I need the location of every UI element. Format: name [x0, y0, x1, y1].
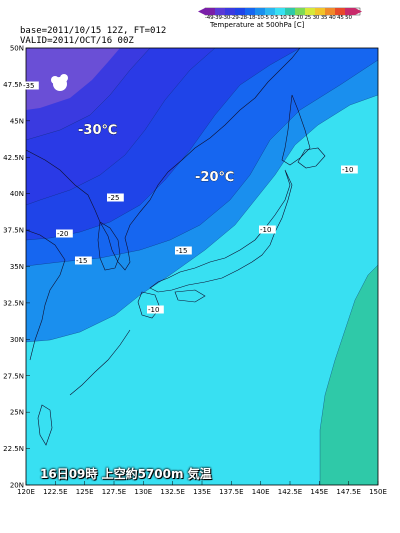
contour-label-15-west: -15 — [76, 257, 87, 265]
lon-tick-label: 125E — [76, 488, 94, 496]
lat-tick-label: 47.5N — [3, 81, 24, 89]
contour-label-10-south: -10 — [148, 306, 159, 314]
colorbar-ticks: -49-39-30-29-28-18-10-5 0 5 10 15 20 25 … — [205, 15, 352, 21]
temperature-field — [26, 48, 378, 485]
lat-tick-label: 25N — [10, 409, 24, 417]
contour-label-20-west-bg — [56, 229, 73, 238]
lat-tick-label: 32.5N — [3, 299, 24, 307]
contour-label-20-large: -20℃ — [195, 170, 234, 185]
lon-tick-label: 147.5E — [336, 488, 360, 496]
contour-label-25-bg — [107, 193, 124, 202]
contour-label-10-south-bg — [147, 305, 164, 314]
lat-tick-label: 35N — [10, 263, 24, 271]
lon-tick-label: 132.5E — [160, 488, 184, 496]
contour-label-10-east: -10 — [260, 226, 271, 234]
contour-label-10-far-east-bg — [341, 165, 358, 174]
lat-tick-label: 50N — [10, 45, 24, 53]
lon-tick-label: 122.5E — [43, 488, 67, 496]
contour-label-10-east-bg — [259, 225, 276, 234]
lon-tick-label: 140E — [252, 488, 270, 496]
lon-tick-label: 142.5E — [278, 488, 302, 496]
base-time-label: base=2011/10/15 12Z, FT=012 — [20, 26, 167, 36]
lon-tick-label: 135E — [193, 488, 211, 496]
contour-label-35: -35 — [23, 82, 34, 90]
valid-time-label: VALID=2011/OCT/16 00Z — [20, 36, 134, 46]
latitude-axis: 50N 47.5N 45N 42.5N 40N 37.5N 35N 32.5N 30N 27.5N… — [3, 45, 30, 490]
colorbar — [198, 7, 362, 16]
contour-label-10-far-east: -10 — [342, 166, 353, 174]
lat-tick-label: 40N — [10, 190, 24, 198]
cloud-icon — [51, 74, 68, 91]
lat-tick-label: 27.5N — [3, 372, 24, 380]
lat-tick-label: 30N — [10, 336, 24, 344]
lat-tick-label: 22.5N — [3, 445, 24, 453]
lat-tick-label: 42.5N — [3, 154, 24, 162]
contour-label-25: -25 — [108, 194, 119, 202]
longitude-axis: 120E 122.5E 125E 127.5E 130E 132.5E 135E 137.5E… — [17, 481, 387, 496]
lon-tick-label: 130E — [134, 488, 152, 496]
lon-tick-label: 137.5E — [219, 488, 243, 496]
contour-label-20-west: -20 — [57, 230, 68, 238]
contour-label-15-east: -15 — [176, 247, 187, 255]
lon-tick-label: 145E — [310, 488, 328, 496]
contour-label-15-west-bg — [75, 256, 92, 265]
lon-tick-label: 120E — [17, 488, 35, 496]
contour-label-30: -30℃ — [78, 123, 117, 138]
contour-label-15-east-bg — [175, 246, 192, 255]
zone-minus35 — [26, 48, 120, 110]
lat-tick-label: 20N — [10, 482, 24, 490]
contour-labels: -35 -30℃ -20℃ -25 -20 -15 -15 -10 -10 -10 — [22, 81, 358, 314]
zone-zero — [320, 265, 378, 485]
lat-tick-label: 37.5N — [3, 227, 24, 235]
colorbar-title: Temperature at 500hPa [C] — [210, 21, 305, 29]
coastlines — [26, 48, 326, 446]
lon-tick-label: 127.5E — [102, 488, 126, 496]
lon-tick-label: 150E — [369, 488, 387, 496]
contour-label-35-bg — [22, 81, 39, 90]
lat-tick-label: 45N — [10, 117, 24, 125]
caption: 16日09時 上空約5700m 気温 — [40, 467, 212, 481]
